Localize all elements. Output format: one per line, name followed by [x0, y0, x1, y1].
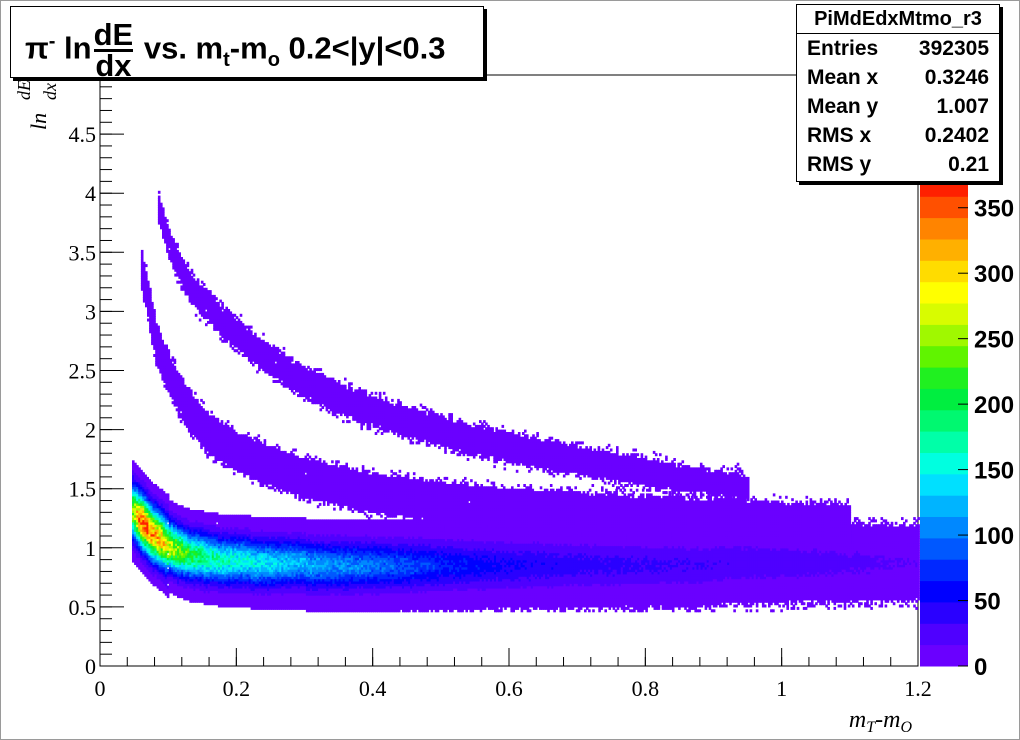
heatmap-cell: [167, 493, 170, 496]
